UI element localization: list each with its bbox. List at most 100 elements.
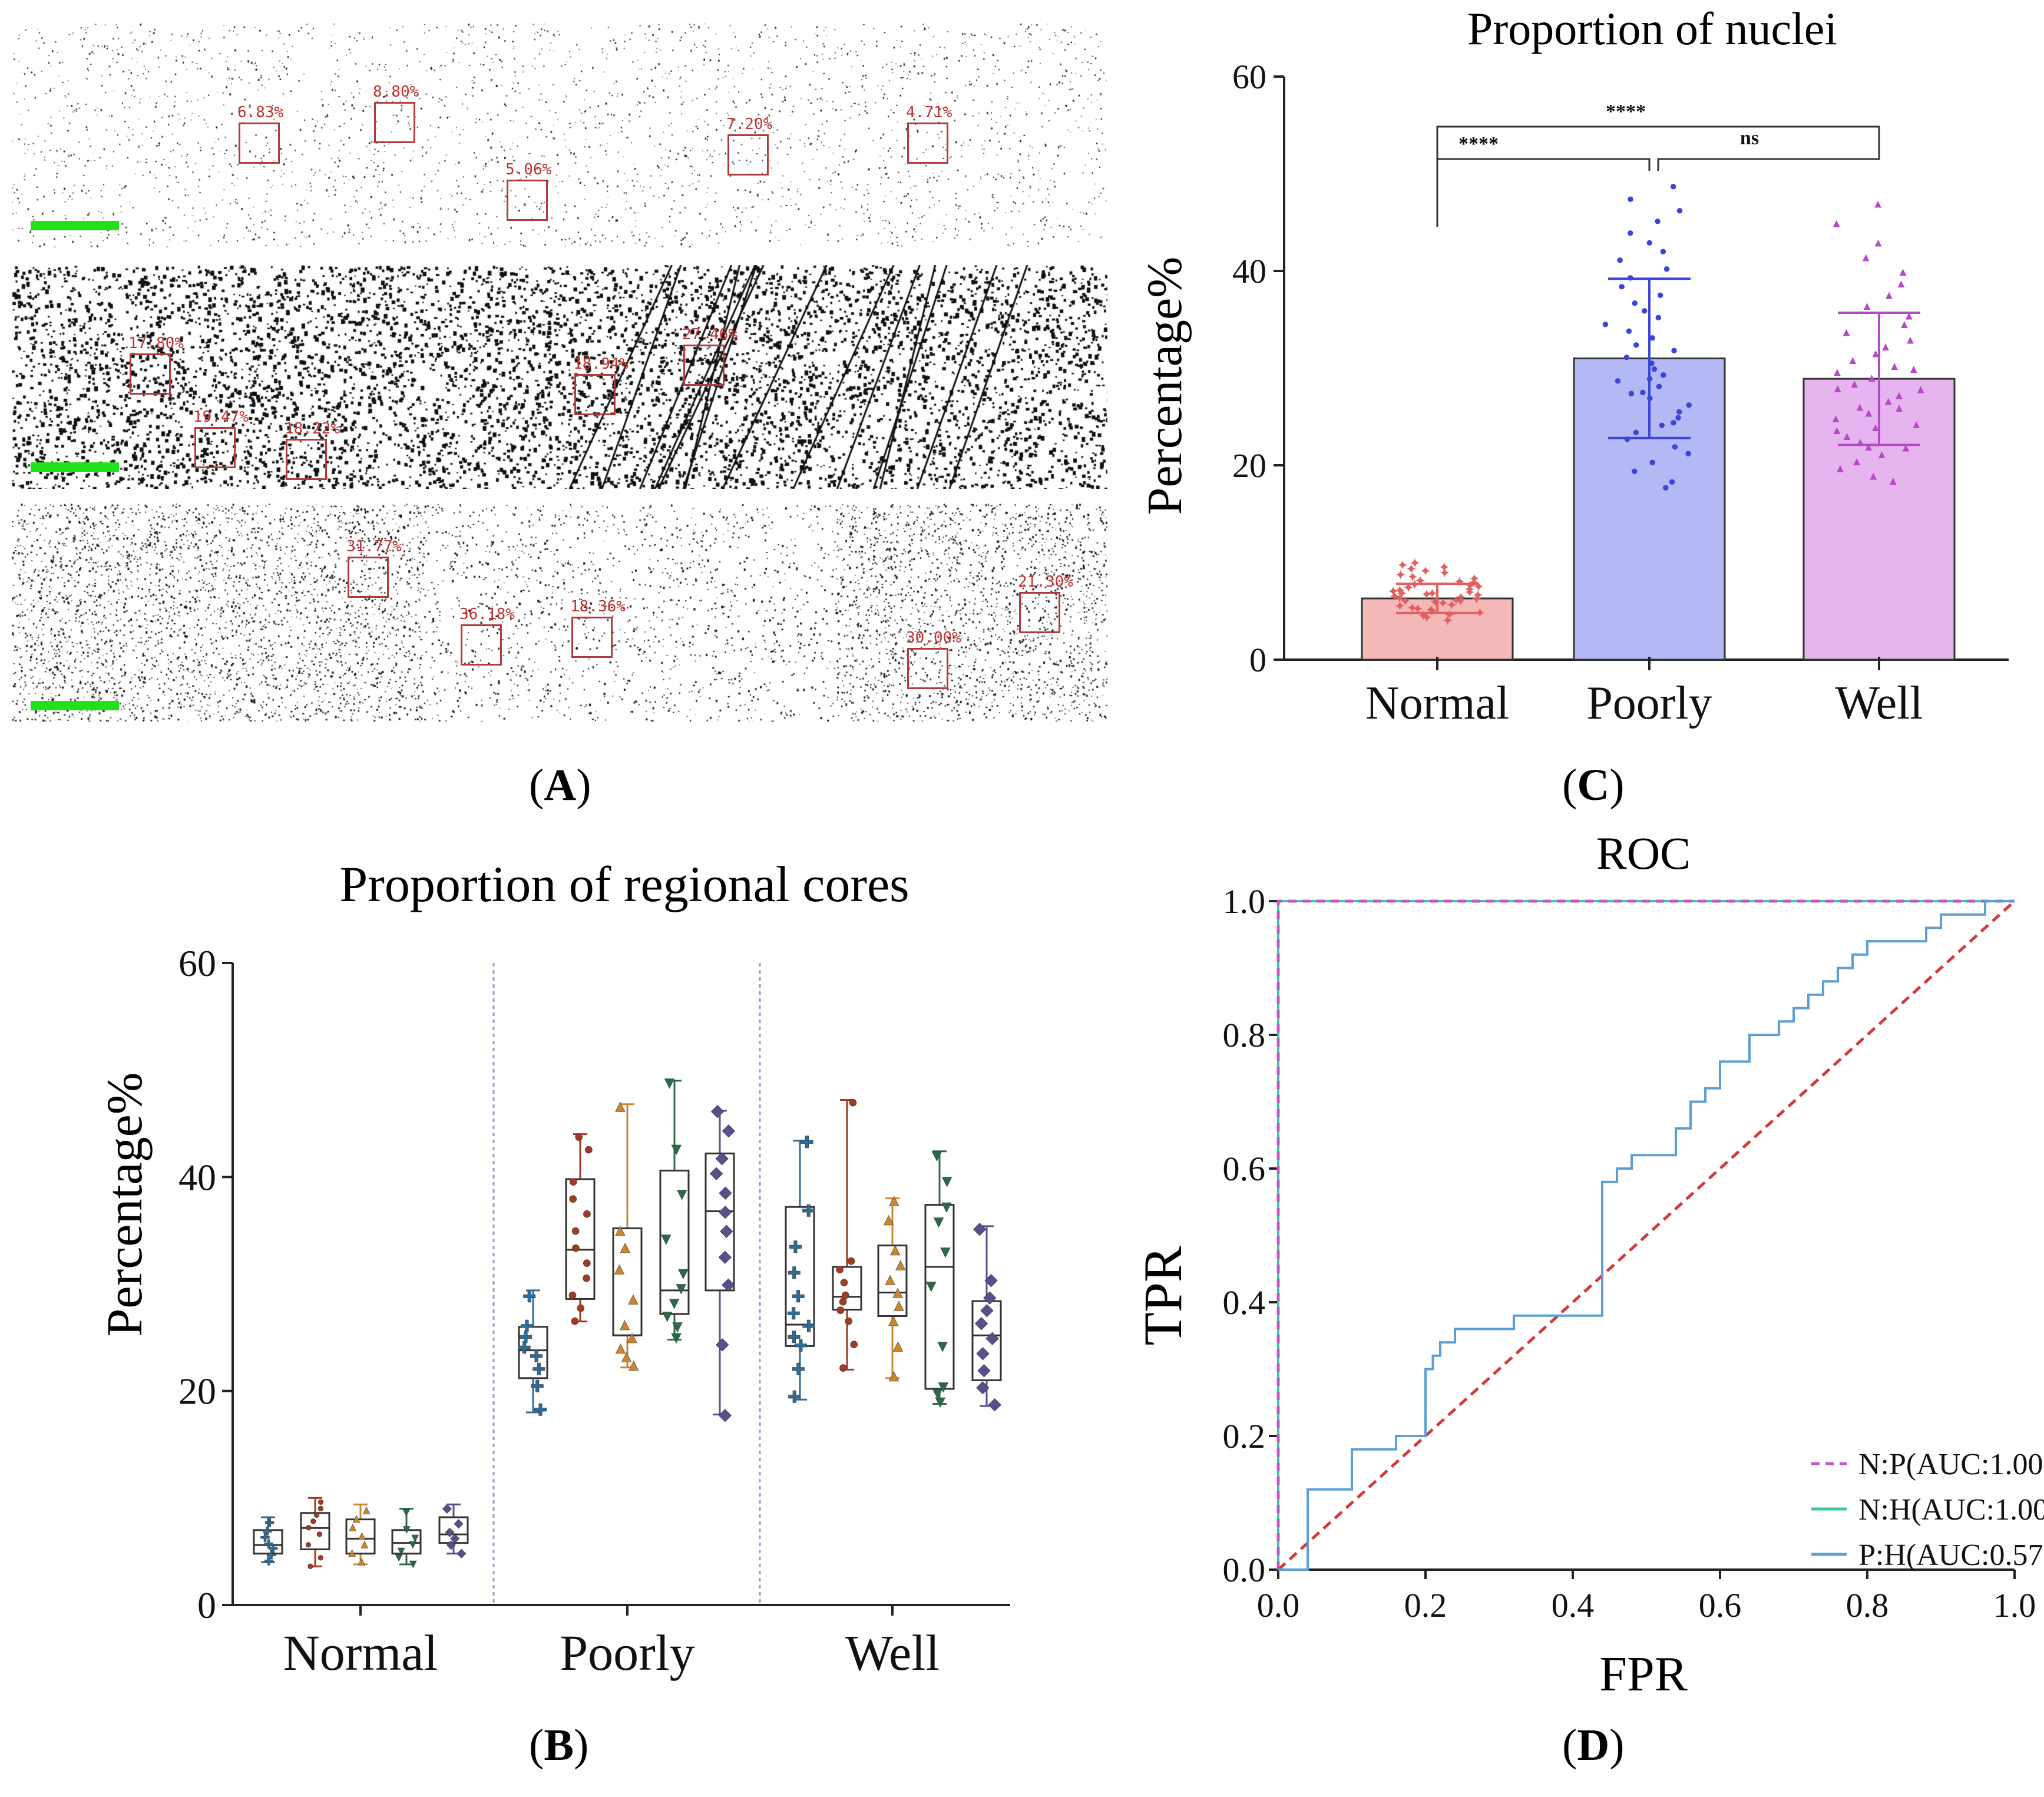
chart-roc: ROC FPR TPR 0.0 0.2 0.4 0.6 0.8 1.0 0.0 0.2 0.4 0… — [1133, 828, 2044, 1702]
data-point: ▲ — [624, 1329, 640, 1347]
roi-box — [571, 617, 613, 658]
data-point: ● — [1653, 213, 1661, 228]
data-point: ✦ — [1444, 608, 1456, 623]
y-tick-label: 0.0 — [1223, 1551, 1266, 1589]
data-point: ● — [838, 1359, 848, 1377]
data-point: ◆ — [442, 1502, 452, 1515]
data-point: ✦ — [1389, 590, 1401, 605]
data-point: ▼ — [934, 1337, 951, 1355]
data-point: ● — [1655, 379, 1663, 393]
box — [785, 1206, 815, 1347]
data-point: ✦ — [1438, 560, 1450, 575]
data-point: ▲ — [346, 1547, 358, 1560]
data-point: ◆ — [719, 1247, 732, 1266]
data-point: ▲ — [612, 1097, 629, 1116]
data-point: ✦ — [1400, 594, 1411, 610]
data-point: ▲ — [612, 1222, 629, 1240]
data-point: ● — [1668, 474, 1676, 488]
data-point: ● — [1662, 479, 1669, 494]
data-point: ✚ — [787, 1305, 801, 1323]
data-point: ▼ — [930, 1384, 946, 1402]
data-point: ● — [1631, 295, 1639, 310]
roi-percentage-label: 31.77% — [346, 538, 402, 555]
roi-percentage-label: 18.94% — [573, 355, 629, 373]
y-tick-label: 0 — [197, 1584, 216, 1626]
data-point: ● — [835, 1260, 845, 1279]
data-point: ▲ — [1841, 430, 1853, 443]
roi-box — [194, 427, 236, 468]
data-point: ● — [576, 1299, 586, 1317]
data-point: ● — [1614, 373, 1622, 388]
data-point: ● — [848, 1093, 858, 1111]
data-point: ✦ — [1438, 566, 1450, 581]
data-point: ● — [305, 1538, 312, 1551]
data-point: ● — [1669, 178, 1677, 193]
data-point: ▲ — [1860, 251, 1872, 264]
data-point: ● — [1670, 343, 1678, 358]
data-point: ✦ — [1394, 599, 1405, 614]
data-point: ● — [1626, 225, 1634, 240]
data-point: ✦ — [1472, 588, 1484, 604]
data-point: ✚ — [264, 1556, 274, 1568]
chart-proportion-of-nuclei: Proportion of nuclei Percentage% 0 20 40 60… — [1137, 3, 2009, 729]
data-point: ▲ — [1915, 383, 1927, 396]
roi-percentage-label: 21.30% — [1018, 573, 1073, 591]
data-point: ● — [1658, 418, 1666, 432]
data-point: ✦ — [1446, 598, 1458, 614]
roi-percentage-label: 6.83% — [237, 104, 284, 121]
data-point: ▲ — [1866, 372, 1878, 385]
roi-box — [507, 180, 548, 221]
legend-label: P:H(AUC:0.57) — [1858, 1538, 2044, 1572]
data-point: ● — [1655, 310, 1662, 325]
box — [391, 1529, 422, 1555]
data-point: ● — [846, 1252, 856, 1270]
data-point: ▲ — [1830, 412, 1842, 425]
data-point: ✦ — [1394, 584, 1405, 599]
data-point: ✚ — [792, 1361, 805, 1379]
data-point: ● — [1626, 270, 1634, 284]
roi-box — [286, 439, 327, 480]
data-point: ● — [574, 1127, 584, 1146]
data-point: ▲ — [1880, 340, 1891, 353]
data-point: ▼ — [662, 1074, 678, 1092]
data-point: ▼ — [923, 1278, 940, 1296]
data-point: ● — [307, 1560, 314, 1573]
data-point: ● — [317, 1502, 324, 1515]
data-point: ● — [849, 1335, 859, 1353]
x-tick-label: 0.6 — [1699, 1586, 1742, 1624]
data-point: ✚ — [262, 1525, 272, 1538]
data-point: ● — [1656, 287, 1664, 302]
data-point: ✦ — [1464, 583, 1476, 598]
box — [518, 1326, 548, 1379]
data-point: ● — [1659, 367, 1667, 382]
data-point: ▲ — [356, 1530, 368, 1543]
data-point: ● — [570, 1312, 580, 1330]
data-point: ◆ — [722, 1121, 735, 1139]
scale-bar — [31, 221, 119, 230]
roi-box — [727, 134, 769, 176]
data-point: ▲ — [1908, 363, 1920, 376]
data-point: ◆ — [978, 1361, 991, 1379]
data-point: ▼ — [401, 1523, 412, 1536]
tile-normal: 6.83% 8.80% 5.06% 7.20% 4.71% — [12, 24, 1107, 247]
data-point: ▼ — [409, 1532, 421, 1545]
roc-curve-chance — [1277, 900, 2016, 1571]
data-point: ✚ — [268, 1543, 278, 1556]
data-point: ▼ — [931, 1213, 947, 1232]
data-point: ● — [838, 1292, 848, 1310]
y-tick-label: 60 — [178, 942, 216, 984]
roi-percentage-label: 8.80% — [373, 83, 419, 101]
data-point: ◆ — [450, 1532, 459, 1545]
data-point: ◆ — [711, 1102, 724, 1120]
roi-percentage-label: 4.71% — [906, 104, 952, 121]
legend-label: N:H(AUC:1.00) — [1858, 1493, 2044, 1527]
data-point: ▲ — [625, 1290, 641, 1308]
roi-percentage-label: 27.46% — [682, 326, 737, 343]
data-point: ▼ — [938, 1198, 955, 1216]
data-point: ● — [317, 1551, 324, 1564]
data-point: ● — [313, 1508, 320, 1521]
data-point: ✦ — [1441, 614, 1453, 629]
x-tick-label: Poorly — [1586, 677, 1712, 729]
data-point: ▲ — [881, 1211, 897, 1229]
roi-percentage-label: 7.20% — [726, 115, 773, 133]
